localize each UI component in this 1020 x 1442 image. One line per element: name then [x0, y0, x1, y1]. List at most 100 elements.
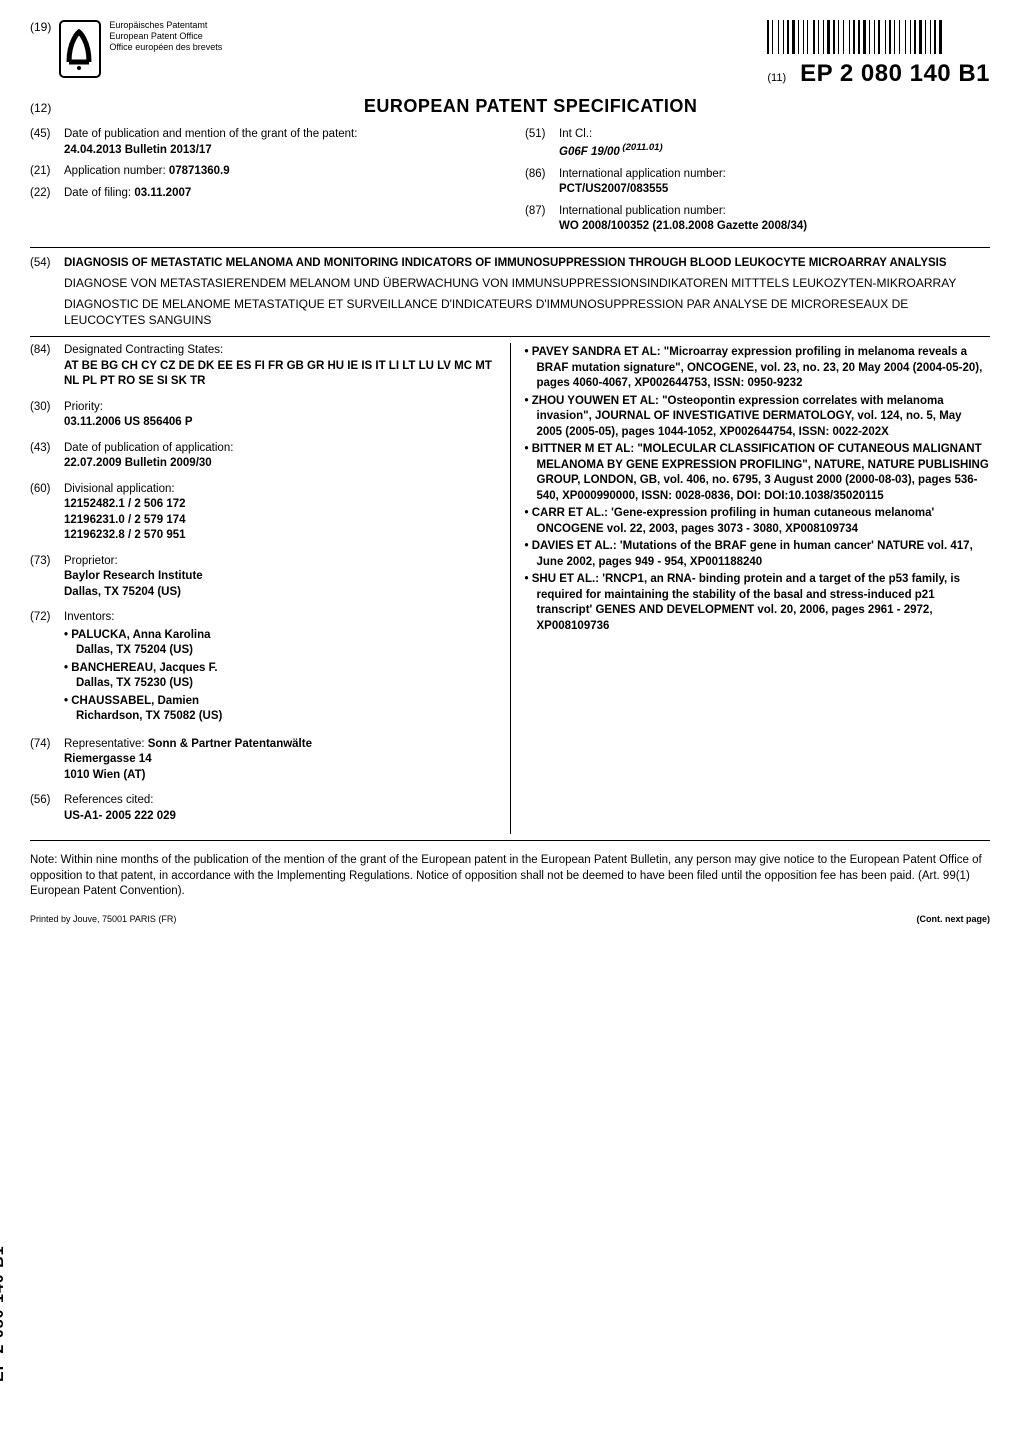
field-num: (86) [525, 167, 553, 198]
field-body: References cited: US-A1- 2005 222 029 [64, 793, 496, 824]
field-label: Designated Contracting States: [64, 344, 223, 356]
footer-printer: Printed by Jouve, 75001 PARIS (FR) [30, 914, 176, 924]
field-body: International application number: PCT/US… [559, 167, 990, 198]
biblio-field: (51)Int Cl.: G06F 19/00 (2011.01) [525, 127, 990, 161]
reference-item: DAVIES ET AL.: 'Mutations of the BRAF ge… [537, 539, 991, 570]
field-label: Date of filing: [64, 187, 134, 199]
field-value: Baylor Research Institute Dallas, TX 752… [64, 570, 203, 598]
field-value: WO 2008/100352 (21.08.2008 Gazette 2008/… [559, 220, 807, 232]
header-right: (11) EP 2 080 140 B1 [767, 20, 990, 88]
biblio-field: (43)Date of publication of application: … [30, 441, 496, 472]
field-label: Divisional application: [64, 483, 175, 495]
field-12: (12) [30, 101, 51, 115]
title-en: DIAGNOSIS OF METASTATIC MELANOMA AND MON… [64, 256, 947, 272]
reference-item: CARR ET AL.: 'Gene-expression profiling … [537, 506, 991, 537]
reference-first: US-A1- 2005 222 029 [64, 810, 176, 822]
biblio-field: (72)Inventors: PALUCKA, Anna Karolina Da… [30, 610, 496, 727]
biblio-field: (21) Application number: 07871360.9 [30, 164, 495, 180]
field-num: (87) [525, 204, 553, 235]
field-num: (56) [30, 793, 58, 824]
publication-number: EP 2 080 140 B1 [800, 60, 990, 88]
field-num: (22) [30, 186, 58, 202]
opposition-note: Note: Within nine months of the publicat… [30, 853, 990, 900]
field-11-label: (11) [767, 72, 786, 84]
biblio-field: (45)Date of publication and mention of t… [30, 127, 495, 158]
divider [30, 336, 990, 337]
title-block: (54) DIAGNOSIS OF METASTATIC MELANOMA AN… [30, 256, 990, 328]
doc-kind-row: (12) EUROPEAN PATENT SPECIFICATION [30, 96, 990, 117]
field-body: Representative: Sonn & Partner Patentanw… [64, 737, 496, 784]
field-body: Date of publication of application: 22.0… [64, 441, 496, 472]
office-name-de: Europäisches Patentamt [109, 20, 222, 31]
biblio-field: (30)Priority: 03.11.2006 US 856406 P [30, 400, 496, 431]
field-body: Date of publication and mention of the g… [64, 127, 495, 158]
biblio-field: (60)Divisional application: 12152482.1 /… [30, 482, 496, 544]
biblio-field: (22) Date of filing: 03.11.2007 [30, 186, 495, 202]
document-kind: EUROPEAN PATENT SPECIFICATION [71, 96, 990, 117]
footer-cont: (Cont. next page) [917, 914, 991, 924]
field-num: (73) [30, 554, 58, 601]
field-num: (30) [30, 400, 58, 431]
biblio-field: (87) International publication number: WO… [525, 204, 990, 235]
field-label: Proprietor: [64, 555, 118, 567]
field-num: (45) [30, 127, 58, 158]
field-body: Designated Contracting States: AT BE BG … [64, 343, 496, 390]
field-value: PCT/US2007/083555 [559, 183, 668, 195]
inventors-list: PALUCKA, Anna Karolina Dallas, TX 75204 … [64, 628, 496, 725]
field-body: Priority: 03.11.2006 US 856406 P [64, 400, 496, 431]
reference-item: BITTNER M ET AL: "MOLECULAR CLASSIFICATI… [537, 442, 991, 504]
office-name-fr: Office européen des brevets [109, 42, 222, 53]
field-body: Proprietor: Baylor Research Institute Da… [64, 554, 496, 601]
field-54-num: (54) [30, 256, 58, 272]
field-body: Divisional application: 12152482.1 / 2 5… [64, 482, 496, 544]
field-value: 12152482.1 / 2 506 172 12196231.0 / 2 57… [64, 498, 186, 541]
footer: Printed by Jouve, 75001 PARIS (FR) (Cont… [30, 914, 990, 924]
field-label: Date of publication of application: [64, 442, 233, 454]
reference-item: SHU ET AL.: 'RNCP1, an RNA- binding prot… [537, 572, 991, 634]
field-label: International application number: [559, 168, 726, 180]
inventor-item: PALUCKA, Anna Karolina Dallas, TX 75204 … [76, 628, 496, 659]
field-label: Priority: [64, 401, 103, 413]
biblio-field: (74)Representative: Sonn & Partner Paten… [30, 737, 496, 784]
inventor-item: CHAUSSABEL, Damien Richardson, TX 75082 … [76, 694, 496, 725]
field-body: Application number: 07871360.9 [64, 164, 495, 180]
field-value: 03.11.2007 [134, 187, 191, 199]
field-label: Int Cl.: [559, 128, 592, 140]
biblio-field: (86)International application number: PC… [525, 167, 990, 198]
top-biblio-right: (51)Int Cl.: G06F 19/00 (2011.01)(86)Int… [525, 127, 990, 241]
field-value: 24.04.2013 Bulletin 2013/17 [64, 144, 212, 156]
office-name-en: European Patent Office [109, 31, 222, 42]
field-value: 03.11.2006 US 856406 P [64, 416, 193, 428]
field-label: Application number: [64, 165, 169, 177]
divider [30, 840, 990, 841]
field-value: 07871360.9 [169, 165, 230, 177]
field-19: (19) [30, 20, 51, 34]
field-num: (60) [30, 482, 58, 544]
field-label: References cited: [64, 794, 154, 806]
field-body: Int Cl.: G06F 19/00 (2011.01) [559, 127, 990, 161]
field-num: (74) [30, 737, 58, 784]
field-value: G06F 19/00 (2011.01) [559, 146, 663, 158]
epo-logo-icon [59, 20, 101, 78]
side-publication-number: EP 2 080 140 B1 [0, 1245, 8, 1382]
title-fr: DIAGNOSTIC DE MELANOME METASTATIQUE ET S… [30, 296, 990, 328]
reference-item: ZHOU YOUWEN ET AL: "Osteopontin expressi… [537, 394, 991, 441]
barcode [767, 20, 990, 54]
logo-block: (19) Europäisches Patentamt European Pat… [30, 20, 222, 78]
divider [30, 247, 990, 248]
field-label: International publication number: [559, 205, 726, 217]
field-num: (43) [30, 441, 58, 472]
header-row: (19) Europäisches Patentamt European Pat… [30, 20, 990, 88]
title-de: DIAGNOSE VON METASTASIERENDEM MELANOM UN… [30, 275, 990, 291]
field-body: Inventors: PALUCKA, Anna Karolina Dallas… [64, 610, 496, 727]
field-body: Date of filing: 03.11.2007 [64, 186, 495, 202]
field-num: (84) [30, 343, 58, 390]
biblio-field: (56)References cited: US-A1- 2005 222 02… [30, 793, 496, 824]
field-value: 22.07.2009 Bulletin 2009/30 [64, 457, 212, 469]
main-biblio: (84)Designated Contracting States: AT BE… [30, 343, 990, 834]
field-num: (21) [30, 164, 58, 180]
field-label: Inventors: [64, 611, 115, 623]
office-names: Europäisches Patentamt European Patent O… [109, 20, 222, 52]
field-num: (51) [525, 127, 553, 161]
field-label: Representative: [64, 738, 148, 750]
